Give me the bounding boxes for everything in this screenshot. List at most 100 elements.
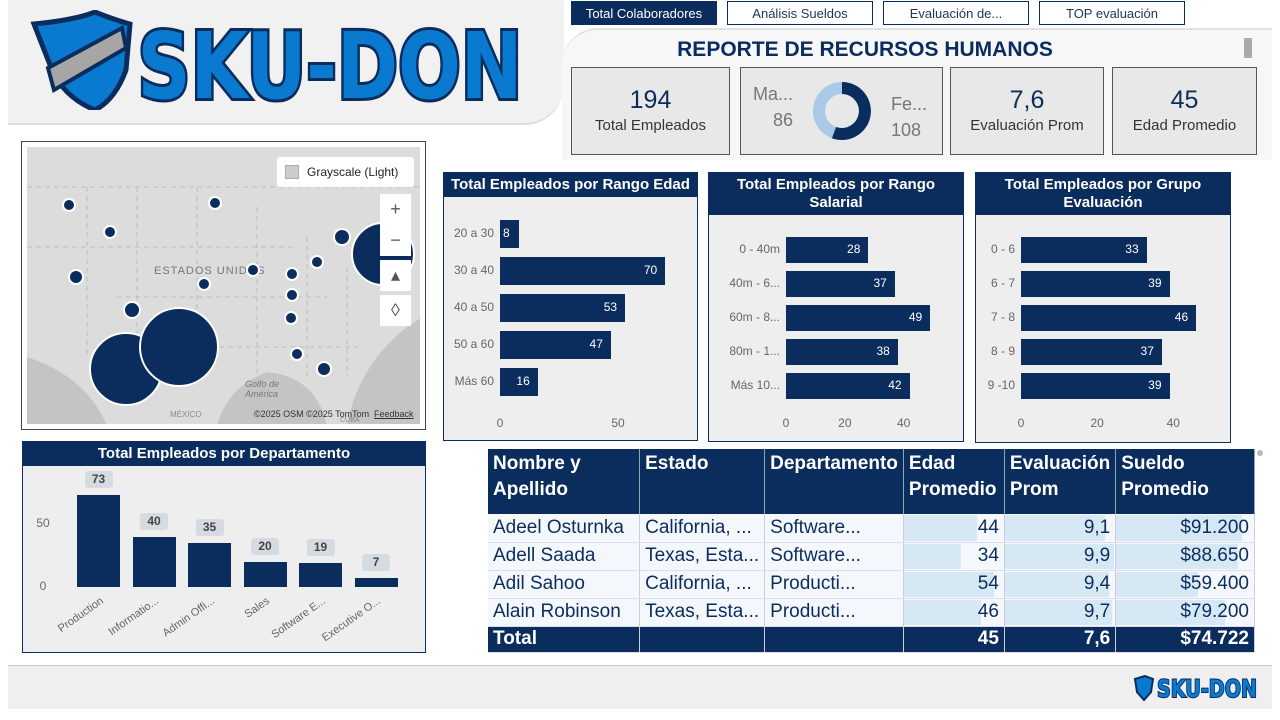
table-row[interactable]: Adil Sahoo California, ... Producti... 54 9,… xyxy=(488,570,1255,599)
column-header[interactable]: Departamento xyxy=(764,449,904,514)
map-bubble[interactable] xyxy=(284,311,298,325)
table-cell: $88.650 xyxy=(1115,542,1255,571)
axis-tick-label: 0 xyxy=(782,416,790,430)
zoom-in-button[interactable]: + xyxy=(380,194,411,225)
table-row[interactable]: Alain Robinson Texas, Esta... Producti... 4… xyxy=(488,598,1255,627)
chart-title: Total Empleados por Grupo Evaluación xyxy=(976,173,1230,215)
data-label: 53 xyxy=(603,300,618,314)
column-header[interactable]: Evaluación Prom xyxy=(1004,449,1117,514)
employee-map[interactable]: Grayscale (Light) ESTADOS UNIDOS Golfo d… xyxy=(21,141,426,430)
table-row[interactable]: Adell Saada Texas, Esta... Software... 34 9,… xyxy=(488,542,1255,571)
map-bubble[interactable] xyxy=(246,263,260,277)
bar[interactable] xyxy=(132,536,176,587)
tab-total-colaboradores[interactable]: Total Colaboradores xyxy=(571,1,717,25)
female-label: Fe... xyxy=(891,94,928,114)
table-cell: Software... xyxy=(764,514,904,543)
cell-text: Alain Robinson xyxy=(493,601,621,622)
map-bubble[interactable] xyxy=(103,225,117,239)
bar[interactable] xyxy=(188,542,231,587)
category-label: 8 - 9 xyxy=(990,344,1015,358)
axis-tick-label: 0 xyxy=(1017,416,1025,430)
table-scrollbar[interactable] xyxy=(1257,450,1263,456)
total-row: Total 45 7,6 $74.722 xyxy=(488,626,1255,653)
kpi-label: Edad Promedio xyxy=(1132,117,1237,134)
cell-text: Texas, Esta... xyxy=(645,601,760,622)
bar[interactable] xyxy=(786,339,898,365)
cell-text: 54 xyxy=(977,573,999,594)
gender-donut[interactable] xyxy=(811,80,873,142)
kpi-label: Total Empleados xyxy=(595,117,706,134)
map-bubble[interactable] xyxy=(62,198,76,212)
bar[interactable] xyxy=(786,237,869,263)
bar[interactable] xyxy=(299,563,342,587)
cell-text: $91.200 xyxy=(1180,516,1249,538)
data-label: 35 xyxy=(195,518,224,536)
chart-rango-salarial: Total Empleados por Rango Salarial 28 0 -… xyxy=(708,172,964,442)
bar[interactable] xyxy=(500,294,626,322)
bar[interactable] xyxy=(786,305,931,331)
employee-table: Nombre y Apellido Estado Departamento Edad … xyxy=(488,449,1255,653)
tab-analisis-sueldos[interactable]: Análisis Sueldos xyxy=(727,1,873,25)
cell-text: $59.400 xyxy=(1180,573,1249,594)
cell-text: Producti... xyxy=(770,601,856,622)
map-bubble[interactable] xyxy=(333,228,351,246)
zoom-out-button[interactable]: − xyxy=(380,225,411,256)
map-bubble[interactable] xyxy=(285,288,299,302)
column-header[interactable]: Edad Promedio xyxy=(903,449,1005,514)
map-canvas[interactable]: Grayscale (Light) ESTADOS UNIDOS Golfo d… xyxy=(27,147,420,424)
bar[interactable] xyxy=(500,220,519,248)
scrollbar[interactable] xyxy=(1244,38,1252,58)
tab-evaluacion[interactable]: Evaluación de... xyxy=(883,1,1029,25)
bar[interactable] xyxy=(1021,271,1170,297)
category-label: 7 - 8 xyxy=(990,310,1015,324)
data-bar xyxy=(1116,599,1226,625)
category-label: 6 - 7 xyxy=(990,276,1015,290)
cell-text: $79.200 xyxy=(1180,601,1249,622)
bar[interactable] xyxy=(354,578,398,587)
cuba-label: CUBA xyxy=(340,417,360,424)
map-bubble[interactable] xyxy=(139,307,219,387)
cell-text: 46 xyxy=(977,601,999,622)
data-bar xyxy=(903,599,981,625)
male-label: Ma... xyxy=(753,84,794,104)
bar[interactable] xyxy=(1021,305,1197,331)
column-header[interactable]: Nombre y Apellido xyxy=(488,449,641,514)
compass-icon[interactable]: ◊ xyxy=(380,295,411,326)
bar[interactable] xyxy=(786,271,895,297)
column-header[interactable]: Estado xyxy=(639,449,766,514)
map-bubble[interactable] xyxy=(197,277,211,291)
map-background xyxy=(27,147,420,424)
data-label: 39 xyxy=(1148,276,1162,290)
category-label: Más 10... xyxy=(730,378,780,392)
cell-text: Producti... xyxy=(770,573,856,594)
bar[interactable] xyxy=(1021,237,1147,263)
female-value: 108 xyxy=(891,120,922,140)
bar[interactable] xyxy=(243,561,287,587)
bar[interactable] xyxy=(77,495,120,587)
column-header[interactable]: Sueldo Promedio xyxy=(1115,449,1255,514)
map-bubble[interactable] xyxy=(310,255,324,269)
axis-tick-label: 40 xyxy=(897,416,911,430)
bar[interactable] xyxy=(500,331,611,359)
map-attribution: ©2025 OSM ©2025 TomTom xyxy=(254,409,370,419)
bar[interactable] xyxy=(500,368,538,396)
map-bubble[interactable] xyxy=(290,347,304,361)
bar[interactable] xyxy=(500,257,666,285)
table-row[interactable]: Adeel Osturnka California, ... Software...… xyxy=(488,514,1255,543)
map-bubble[interactable] xyxy=(285,267,299,281)
cell-text: California, ... xyxy=(645,516,752,538)
tilt-icon[interactable]: ▴ xyxy=(380,260,411,291)
bar[interactable] xyxy=(786,373,910,399)
chart-grupo-evaluacion: Total Empleados por Grupo Evaluación 33 0… xyxy=(975,172,1231,443)
data-bar xyxy=(1116,571,1199,597)
bar[interactable] xyxy=(1021,373,1170,399)
tab-top-evaluacion[interactable]: TOP evaluación xyxy=(1039,1,1185,25)
bar[interactable] xyxy=(1021,339,1162,365)
data-bar xyxy=(1004,543,1115,569)
map-bubble[interactable] xyxy=(316,361,332,377)
map-bubble[interactable] xyxy=(68,269,84,285)
feedback-link[interactable]: Feedback xyxy=(374,409,414,419)
map-bubble[interactable] xyxy=(123,301,141,319)
map-style-picker[interactable]: Grayscale (Light) xyxy=(277,157,414,187)
map-bubble[interactable] xyxy=(208,196,222,210)
